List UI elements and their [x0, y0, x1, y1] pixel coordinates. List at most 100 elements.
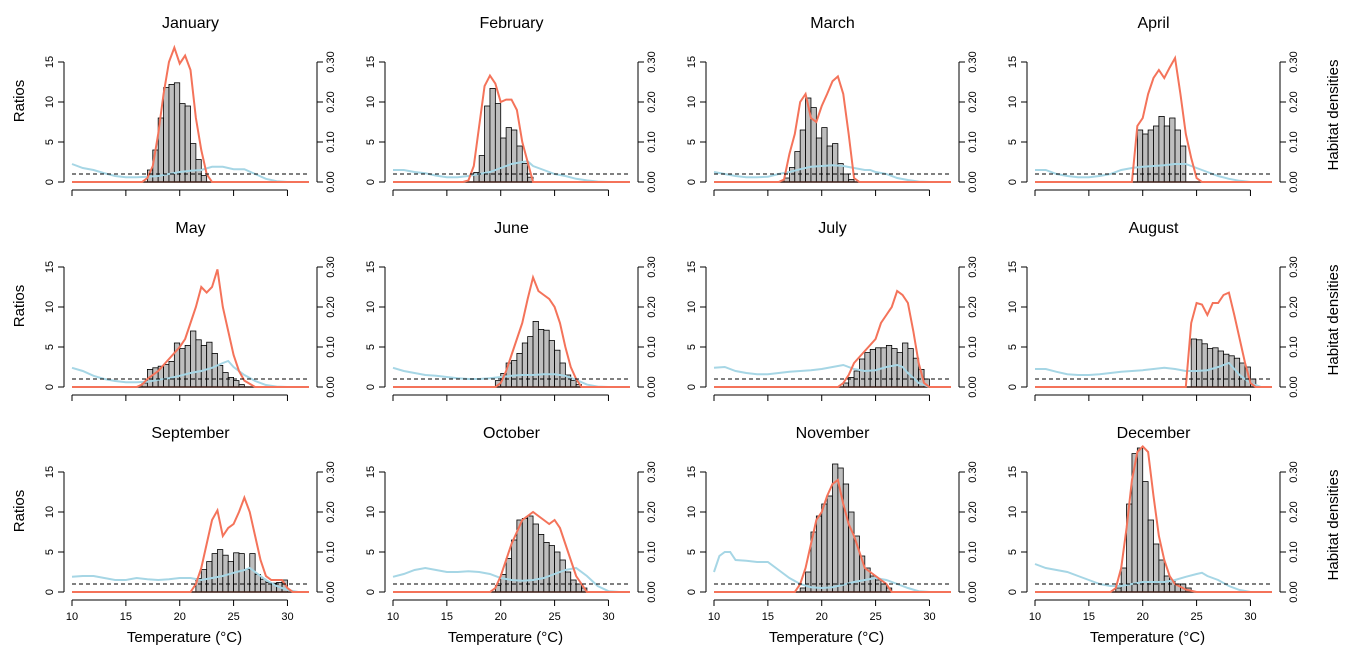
bottom-tick-label: 15	[762, 611, 774, 623]
left-tick-label: 10	[365, 506, 377, 518]
panel-title: February	[479, 15, 543, 32]
panel-june: June 0 5 10 15 0.00 0.10 0.20 0.30	[365, 220, 658, 401]
right-tick-label: 0.30	[646, 461, 658, 482]
histogram-bar	[548, 340, 555, 388]
histogram-bar	[1153, 543, 1160, 593]
histogram-bar	[211, 553, 218, 593]
left-tick-label: 5	[44, 139, 56, 145]
left-tick-label: 5	[1007, 344, 1019, 350]
histogram-bar	[233, 380, 240, 388]
histogram-bar	[1142, 133, 1149, 183]
histogram-bar	[1158, 116, 1165, 183]
left-tick-label: 0	[365, 179, 377, 185]
left-tick-label: 0	[365, 384, 377, 390]
right-tick-label: 0.10	[967, 541, 979, 562]
histogram-bar	[821, 503, 828, 593]
panel-title: September	[151, 425, 230, 442]
histogram-bar	[875, 347, 882, 388]
histogram-bar	[521, 342, 529, 388]
ratio-line	[393, 274, 630, 388]
right-tick-label: 0.10	[325, 131, 337, 152]
habitat-density-line	[71, 359, 288, 388]
left-tick-label: 10	[686, 506, 698, 518]
left-tick-label: 15	[365, 56, 377, 68]
histogram-bar	[548, 545, 555, 593]
bottom-tick-label: 10	[66, 611, 78, 623]
panel-title: July	[818, 220, 846, 237]
right-tick-label: 0.20	[1288, 296, 1300, 317]
left-tick-label: 5	[1007, 139, 1019, 145]
histogram-bar	[532, 523, 539, 593]
panel-title: October	[483, 425, 541, 442]
right-tick-label: 0.00	[967, 171, 979, 192]
ratio-line	[72, 44, 309, 183]
histogram-bar	[543, 329, 550, 388]
habitat-density-line	[713, 164, 930, 183]
bottom-tick-label: 25	[869, 611, 881, 623]
ratio-line	[1035, 444, 1272, 593]
y-axis-label-right: Habitat densities	[1325, 265, 1342, 376]
right-tick-label: 0.10	[1288, 541, 1300, 562]
right-tick-label: 0.00	[1288, 171, 1300, 192]
left-tick-label: 15	[365, 261, 377, 273]
histogram-bar	[227, 561, 234, 593]
panel-november: November 0 5 10 15 0.00 0.10 0.20 0.30 10 15 20 25 30…	[686, 425, 979, 646]
right-tick-label: 0.30	[967, 51, 979, 72]
histogram-bar	[179, 348, 186, 388]
histogram-bar	[163, 364, 170, 388]
histogram-bar	[1228, 355, 1235, 388]
histogram-bar	[554, 349, 561, 388]
histogram-bar	[575, 583, 582, 593]
histogram-bar	[815, 137, 823, 183]
left-tick-label: 10	[1007, 506, 1019, 518]
right-tick-label: 0.30	[646, 256, 658, 277]
left-tick-label: 5	[44, 549, 56, 555]
habitat-density-line	[1035, 361, 1262, 388]
histogram-bar	[815, 515, 823, 593]
right-tick-label: 0.10	[1288, 336, 1300, 357]
histogram-bar	[1217, 350, 1224, 388]
left-tick-label: 15	[44, 466, 56, 478]
bottom-tick-label: 10	[387, 611, 399, 623]
histogram-bar	[249, 553, 256, 593]
histogram-bar	[254, 574, 261, 593]
histogram-bar	[206, 341, 213, 388]
habitat-density-line	[1034, 563, 1251, 593]
histogram-bar	[184, 344, 191, 388]
histogram-bar	[902, 342, 909, 388]
right-tick-label: 0.00	[325, 376, 337, 397]
right-tick-label: 0.30	[646, 51, 658, 72]
bottom-tick-label: 15	[441, 611, 453, 623]
left-tick-label: 15	[365, 466, 377, 478]
right-tick-label: 0.10	[325, 541, 337, 562]
right-tick-label: 0.30	[1288, 51, 1300, 72]
histogram-bar	[163, 87, 170, 183]
y-axis-label-right: Habitat densities	[1325, 60, 1342, 171]
right-tick-label: 0.20	[646, 296, 658, 317]
right-tick-label: 0.10	[325, 336, 337, 357]
left-tick-label: 10	[1007, 96, 1019, 108]
right-tick-label: 0.20	[1288, 501, 1300, 522]
ratio-line	[393, 73, 630, 183]
histogram-bar	[489, 88, 496, 183]
histogram-bar	[521, 163, 529, 183]
bottom-tick-label: 20	[174, 611, 186, 623]
left-tick-label: 15	[686, 466, 698, 478]
histogram-bar	[570, 380, 577, 388]
right-tick-label: 0.00	[325, 171, 337, 192]
histogram-bar	[880, 583, 887, 593]
right-tick-label: 0.20	[325, 296, 337, 317]
ratio-line	[1035, 291, 1272, 388]
bottom-tick-label: 25	[1190, 611, 1202, 623]
habitat-density-line	[1035, 163, 1251, 183]
left-tick-label: 10	[686, 96, 698, 108]
right-tick-label: 0.00	[1288, 376, 1300, 397]
histogram-bar	[842, 173, 850, 183]
right-tick-label: 0.20	[646, 501, 658, 522]
panel-march: March 0 5 10 15 0.00 0.10 0.20 0.30	[686, 15, 979, 196]
histogram-bar	[794, 151, 801, 183]
ratio-line	[72, 494, 309, 593]
bottom-tick-label: 30	[602, 611, 614, 623]
panel-january: January 0 5 10 15 0.00 0.10 0.20 0.30	[44, 15, 337, 196]
panel-title: March	[810, 15, 854, 32]
